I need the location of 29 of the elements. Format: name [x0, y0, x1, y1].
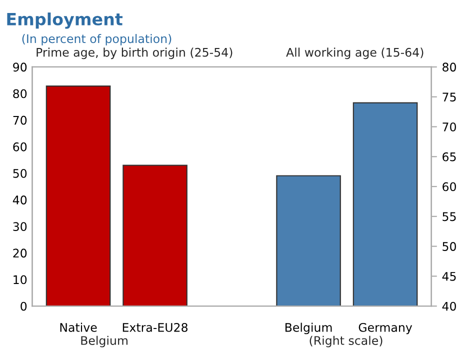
x-tick-label: Germany	[358, 322, 412, 334]
text: Prime age, by birth origin (25-54)	[36, 48, 232, 60]
text: All working age (15-64)	[286, 48, 424, 60]
y2-tick-label: 75	[442, 92, 456, 102]
x-tick-label: Belgium	[285, 322, 332, 334]
x-tick-label: Native	[60, 322, 97, 332]
y-tick-label: 0	[20, 302, 27, 311]
y-tick-label: 60	[13, 142, 27, 152]
y-tick-label: 50	[13, 168, 27, 178]
y2-tick-label: 65	[442, 152, 456, 162]
chart-subtitle: (In percent of population)	[22, 34, 172, 46]
y-tick-label: 10	[14, 275, 27, 284]
y-tick-label: 70	[13, 116, 27, 125]
y-tick-label: 90	[13, 62, 27, 72]
y2-tick-label: 60	[442, 182, 456, 192]
y2-tick-label: 40	[442, 302, 456, 311]
x-tick-label: Extra-EU28	[122, 322, 188, 332]
y2-tick-label: 80	[442, 62, 456, 72]
y-tick-label: 20	[13, 248, 27, 258]
y2-tick-label: 45	[442, 272, 456, 281]
text: Belgium	[81, 336, 128, 348]
y-tick-label: 80	[13, 89, 27, 98]
y-tick-label: 30	[13, 222, 27, 232]
y2-tick-label: 55	[442, 212, 456, 222]
text: (Right scale)	[310, 336, 382, 348]
chart-title: Employment	[7, 12, 123, 29]
y2-tick-label: 70	[442, 122, 456, 132]
y2-tick-label: 50	[442, 242, 456, 251]
y-tick-label: 40	[12, 196, 27, 204]
